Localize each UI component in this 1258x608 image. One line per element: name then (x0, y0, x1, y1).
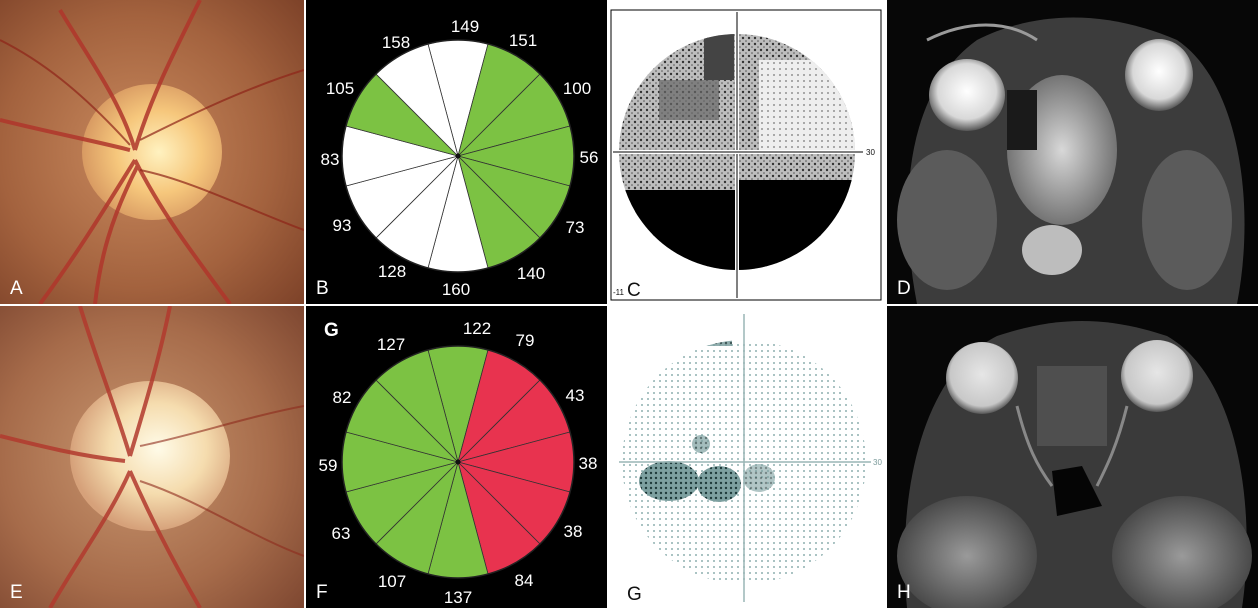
visual-field-bluegray (619, 314, 871, 602)
sector-value: 79 (515, 331, 535, 350)
panel-label-b: B (316, 278, 329, 299)
sector-value: 149 (450, 17, 480, 36)
sector-value: 73 (565, 218, 585, 237)
mri-axial-image-bottom (887, 306, 1258, 608)
visual-field-grayscale (610, 9, 882, 301)
sector-pie-top (341, 39, 575, 273)
sector-value: 38 (563, 522, 583, 541)
sector-pie-bottom (341, 345, 575, 579)
rnfl-sector-chart-bottom: G 122 79 43 38 38 84 137 107 63 59 82 12… (306, 306, 607, 608)
panel-label-g: G (627, 584, 642, 605)
sector-value: 100 (562, 79, 592, 98)
fundus-photo-top: A (0, 0, 304, 304)
sector-value: 127 (376, 335, 406, 354)
panel-label-c: C (627, 280, 641, 301)
sector-value: 105 (325, 79, 355, 98)
sector-value: 160 (441, 280, 471, 299)
sector-outline (341, 39, 575, 273)
panel-label-a: A (10, 278, 23, 299)
chart-top-label: G (324, 320, 339, 341)
panel-label-h: H (897, 582, 911, 603)
sector-value: 83 (320, 150, 340, 169)
sector-value: 43 (565, 386, 585, 405)
sector-value: 63 (331, 524, 351, 543)
mri-bottom: H (887, 306, 1258, 608)
sector-value: 140 (516, 264, 546, 283)
sector-value: 107 (377, 572, 407, 591)
sector-value: 137 (443, 588, 473, 607)
panel-label-e: E (10, 582, 23, 603)
sector-value: 82 (332, 388, 352, 407)
sector-outline (341, 345, 575, 579)
axis-value: 30 (873, 458, 882, 467)
sector-value: 93 (332, 216, 352, 235)
sector-value: 151 (508, 31, 538, 50)
panel-label-d: D (897, 278, 911, 299)
visual-field-bottom: 30 G (609, 306, 885, 608)
fundus-image-top (0, 0, 304, 304)
fundus-image-bottom (0, 306, 304, 608)
axis-value: 30 (866, 148, 875, 157)
sector-value: 59 (318, 456, 338, 475)
fundus-photo-bottom: E (0, 306, 304, 608)
panel-label-f: F (316, 582, 328, 603)
sector-value: 158 (381, 33, 411, 52)
sector-value: 38 (578, 454, 598, 473)
corner-value: -11 (613, 288, 624, 297)
rnfl-sector-chart-top: 149 151 100 56 73 140 160 128 93 83 105 … (306, 0, 607, 304)
sector-value: 122 (462, 319, 492, 338)
sector-value: 128 (377, 262, 407, 281)
visual-field-top: 30 -11 C (609, 0, 885, 304)
sector-center (455, 153, 461, 159)
mri-top: D (887, 0, 1258, 304)
mri-axial-image-top (887, 0, 1258, 304)
sector-center (455, 459, 461, 465)
sector-value: 84 (514, 571, 534, 590)
sector-value: 56 (579, 148, 599, 167)
